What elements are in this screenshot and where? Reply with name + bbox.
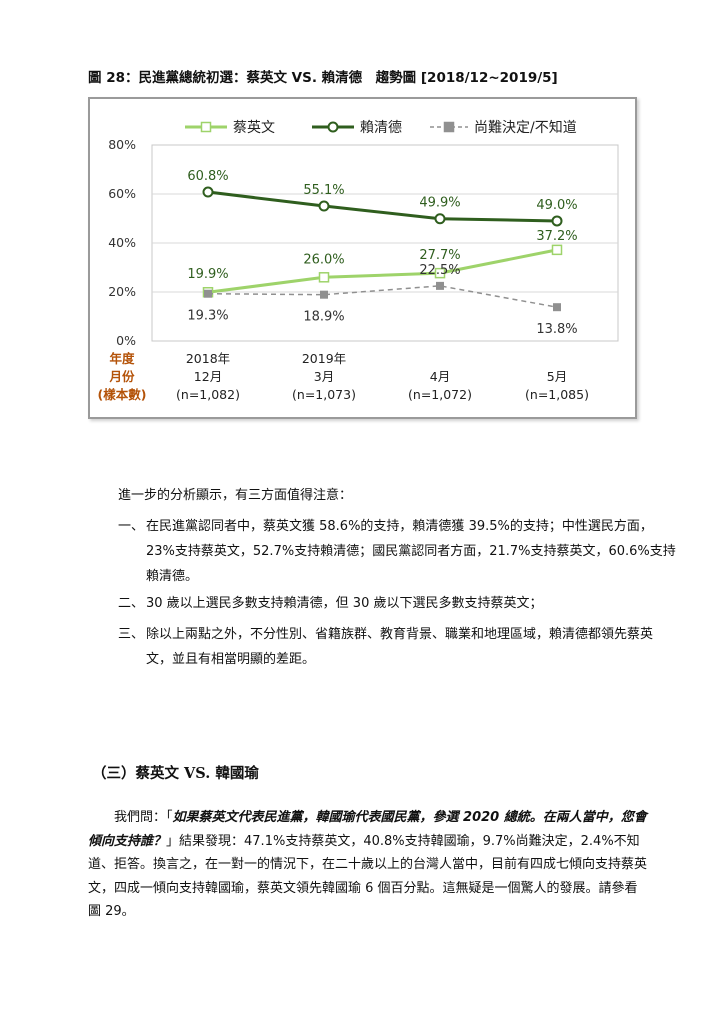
data-label: 22.5% [419, 263, 460, 278]
data-point [318, 272, 330, 283]
finding-item-1: 一、 在民進黨認同者中，蔡英文獲 58.6%的支持，賴清德獲 39.5%的支持；… [118, 514, 678, 589]
legend-label: 蔡英文 [233, 119, 275, 136]
legend-marker [327, 121, 339, 133]
legend-marker [443, 121, 455, 133]
x-tick-label: (n=1,072) [408, 387, 472, 402]
data-point [436, 281, 444, 290]
data-label: 19.9% [187, 267, 228, 282]
finding-item-2: 二、 30 歲以上選民多數支持賴清德，但 30 歲以下選民多數支持蔡英文； [118, 591, 678, 616]
data-point [553, 303, 561, 312]
legend-label: 賴清德 [360, 120, 402, 136]
legend-marker [200, 121, 212, 133]
body-paragraph: 我們問：「如果蔡英文代表民進黨，韓國瑜代表國民黨，參選 2020 總統。在兩人當… [88, 806, 648, 924]
x-tick-label: 4月 [430, 369, 450, 384]
x-tick-label: 12月 [194, 369, 222, 384]
data-label: 26.0% [303, 252, 344, 267]
data-point [318, 200, 330, 212]
data-point [204, 289, 212, 298]
axis-row-label: 月份 [108, 369, 135, 384]
data-point [551, 215, 563, 227]
item-text: 在民進黨認同者中，蔡英文獲 58.6%的支持，賴清德獲 39.5%的支持；中性選… [146, 519, 676, 584]
intro-text: 進一步的分析顯示，有三方面值得注意： [118, 488, 353, 503]
data-label: 49.9% [419, 196, 460, 211]
y-tick-label: 0% [116, 333, 136, 348]
data-label: 37.2% [536, 229, 577, 244]
chart-svg: 0% 20% 40% 60% 80% 蔡英文 賴清德 尚難決定/不知道 19.9% 26.0% 27… [98, 119, 619, 402]
data-label: 13.8% [536, 322, 577, 337]
data-point [434, 213, 446, 225]
section-heading: （三）蔡英文 VS. 韓國瑜 [92, 765, 259, 782]
x-tick-label: 5月 [547, 369, 567, 384]
y-tick-label: 80% [108, 137, 136, 152]
series-line [207, 285, 558, 308]
y-tick-label: 40% [108, 235, 136, 250]
item-number: 二、 [118, 596, 145, 611]
y-tick-label: 20% [108, 284, 136, 299]
data-label: 27.7% [419, 248, 460, 263]
axis-row-label: (樣本數) [98, 387, 147, 402]
axis-row-label: 年度 [109, 351, 135, 366]
data-label: 18.9% [303, 310, 344, 325]
item-number: 三、 [118, 627, 145, 642]
item-text: 30 歲以上選民多數支持賴清德，但 30 歲以下選民多數支持蔡英文； [146, 596, 543, 611]
legend-label: 尚難決定/不知道 [474, 119, 577, 136]
item-text: 除以上兩點之外，不分性別、省籍族群、教育背景、職業和地理區域，賴清德都領先蔡英文… [146, 627, 654, 667]
x-tick-label: (n=1,073) [292, 387, 356, 402]
series-line [207, 190, 558, 223]
x-tick-label: (n=1,085) [525, 387, 589, 402]
data-label: 19.3% [187, 309, 228, 324]
data-point [202, 186, 214, 198]
para-question: 如果蔡英文代表民進黨，韓國瑜代表國民黨，參選 2020 總統。在兩人當中，您會傾… [88, 810, 647, 849]
finding-item-3: 三、 除以上兩點之外，不分性別、省籍族群、教育背景、職業和地理區域，賴清德都領先… [118, 622, 678, 672]
x-tick-label: 3月 [314, 369, 334, 384]
data-point [434, 267, 446, 279]
series-line [207, 248, 558, 294]
y-tick-label: 60% [108, 186, 136, 201]
para-rest: 」結果發現：47.1%支持蔡英文，40.8%支持韓國瑜，9.7%尚難決定，2.4… [88, 833, 648, 920]
para-lead: 我們問：「 [114, 810, 173, 825]
data-label: 49.0% [536, 198, 577, 213]
data-point [320, 290, 328, 299]
x-tick-label: 2019年 [302, 351, 346, 366]
line-chart: 0% 20% 40% 60% 80% 蔡英文 賴清德 尚難決定/不知道 19.9% 26.0% 27… [88, 97, 637, 419]
figure-title: 圖 28：民進黨總統初選：蔡英文 VS. 賴清德 趨勢圖 [2018/12~20… [88, 70, 558, 86]
item-number: 一、 [118, 519, 145, 534]
data-label: 55.1% [303, 183, 344, 198]
x-tick-label: 2018年 [186, 351, 230, 366]
x-tick-label: (n=1,082) [176, 387, 240, 402]
data-label: 60.8% [187, 169, 228, 184]
data-point [551, 244, 563, 256]
